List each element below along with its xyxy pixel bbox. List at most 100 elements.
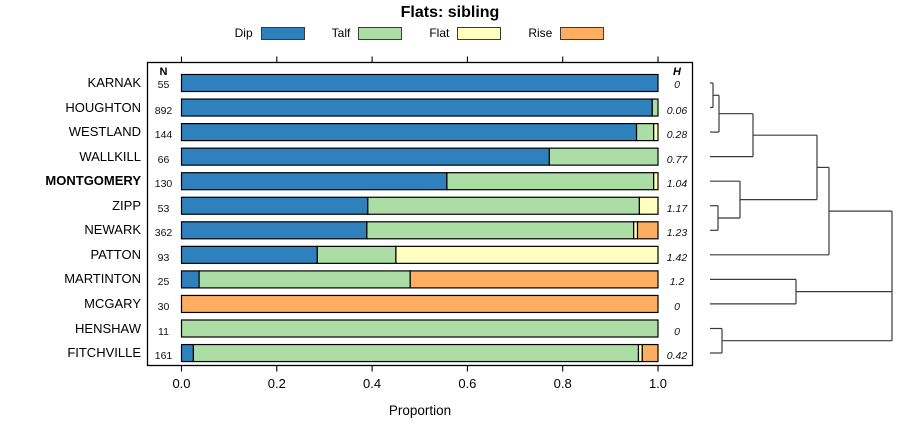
- chart-title: Flats: sibling: [400, 4, 500, 21]
- n-value: 93: [157, 251, 170, 264]
- n-value: 892: [154, 104, 173, 117]
- n-value: 362: [154, 227, 173, 240]
- bar-segment-dip: [180, 196, 369, 215]
- bar-segment-dip: [180, 73, 659, 93]
- legend-label: Flat: [429, 26, 450, 40]
- bar-segment-rise: [409, 270, 659, 289]
- bar-row-houghton: [180, 98, 659, 117]
- bar-row-mcgary: [180, 294, 659, 314]
- n-value: 55: [157, 79, 170, 91]
- h-value: 1.2: [669, 276, 685, 289]
- bar-segment-rise: [180, 294, 659, 314]
- bar-segment-flat: [638, 196, 659, 215]
- bar-row-newark: [180, 221, 659, 240]
- legend-item-dip: Dip: [235, 26, 305, 40]
- h-value: 1.23: [666, 227, 688, 240]
- row-label-fitchville: FITCHVILLE: [67, 345, 141, 361]
- bar-segment-talf: [446, 172, 655, 191]
- h-value: 0.28: [666, 129, 688, 142]
- h-value: 0: [674, 300, 680, 313]
- row-label-zipp: ZIPP: [112, 197, 141, 213]
- x-tick-label: 0.2: [267, 376, 286, 391]
- bar-segment-talf: [192, 343, 640, 363]
- bar-row-zipp: [180, 196, 659, 215]
- x-tick-label: 0.0: [172, 376, 191, 391]
- bar-segment-dip: [180, 147, 550, 166]
- bar-row-westland: [180, 122, 659, 142]
- n-value: 53: [157, 202, 170, 215]
- bar-row-montgomery: [180, 172, 659, 191]
- row-label-karnak: KARNAK: [87, 75, 141, 90]
- h-value: 1.42: [666, 251, 688, 264]
- row-label-newark: NEWARK: [84, 222, 141, 238]
- bar-segment-talf: [198, 270, 411, 289]
- axis-ticks: [180, 56, 659, 372]
- h-value: 1.04: [666, 178, 688, 191]
- bar-segment-talf: [635, 122, 655, 142]
- bar-segment-flat: [653, 122, 659, 142]
- bar-segment-rise: [641, 343, 659, 363]
- x-axis-label: Proportion: [388, 403, 452, 418]
- bar-row-wallkill: [180, 147, 659, 166]
- h-value: 0.77: [666, 153, 688, 166]
- n-value: 30: [157, 300, 170, 313]
- bar-segment-dip: [180, 343, 195, 363]
- row-label-westland: WESTLAND: [68, 124, 141, 140]
- bar-row-martinton: [180, 270, 659, 289]
- bar-segment-dip: [180, 245, 318, 264]
- n-value: 25: [157, 276, 170, 289]
- n-value: 11: [158, 325, 169, 338]
- x-tick-label: 0.6: [458, 376, 477, 391]
- bar-segment-dip: [180, 172, 448, 191]
- x-tick-label: 0.4: [363, 376, 382, 391]
- h-column-header: H: [673, 66, 681, 78]
- bar-row-patton: [180, 245, 659, 264]
- row-label-wallkill: WALLKILL: [79, 148, 141, 164]
- bar-segment-flat: [395, 245, 659, 264]
- bar-segment-talf: [651, 98, 659, 117]
- n-value: 161: [154, 350, 173, 363]
- bar-segment-dip: [180, 98, 653, 117]
- row-label-henshaw: HENSHAW: [75, 320, 141, 336]
- h-value: 0: [674, 325, 680, 338]
- n-value: 130: [154, 178, 173, 191]
- bar-segment-dip: [180, 270, 200, 289]
- bar-row-henshaw: [180, 319, 659, 338]
- h-value: 1.17: [666, 202, 688, 215]
- n-value: 144: [154, 129, 173, 142]
- legend-label: Talf: [331, 26, 351, 40]
- x-tick-label: 0.8: [553, 376, 572, 391]
- row-label-houghton: HOUGHTON: [65, 99, 141, 115]
- legend-swatch-flat: [457, 26, 502, 40]
- bar-segment-talf: [316, 245, 397, 264]
- x-tick-label: 1.0: [648, 376, 668, 391]
- legend-item-rise: Rise: [528, 26, 605, 40]
- h-value: 0.06: [666, 104, 688, 117]
- legend-item-talf: Talf: [332, 26, 403, 40]
- bar-segment-dip: [180, 221, 368, 240]
- row-label-patton: PATTON: [90, 246, 141, 262]
- stacked-bars: [180, 73, 659, 363]
- row-label-montgomery: MONTGOMERY: [45, 173, 141, 189]
- bar-segment-talf: [180, 319, 659, 338]
- bar-row-fitchville: [180, 343, 659, 363]
- bar-segment-flat: [653, 172, 659, 191]
- bar-segment-talf: [366, 221, 635, 240]
- legend-swatch-rise: [560, 26, 605, 40]
- bar-segment-talf: [367, 196, 641, 215]
- legend-label: Dip: [234, 26, 253, 40]
- legend-swatch-dip: [260, 26, 305, 40]
- n-value: 66: [157, 153, 170, 166]
- dendrogram: [710, 82, 893, 354]
- row-label-mcgary: MCGARY: [84, 295, 141, 311]
- n-column-header: N: [159, 66, 168, 78]
- h-value: 0: [674, 79, 680, 91]
- legend-item-flat: Flat: [429, 26, 502, 40]
- bar-row-karnak: [180, 73, 659, 93]
- h-value: 0.42: [666, 350, 688, 363]
- plot-border: [146, 61, 694, 367]
- legend-label: Rise: [528, 26, 553, 40]
- legend: Dip Talf Flat Rise: [147, 26, 692, 40]
